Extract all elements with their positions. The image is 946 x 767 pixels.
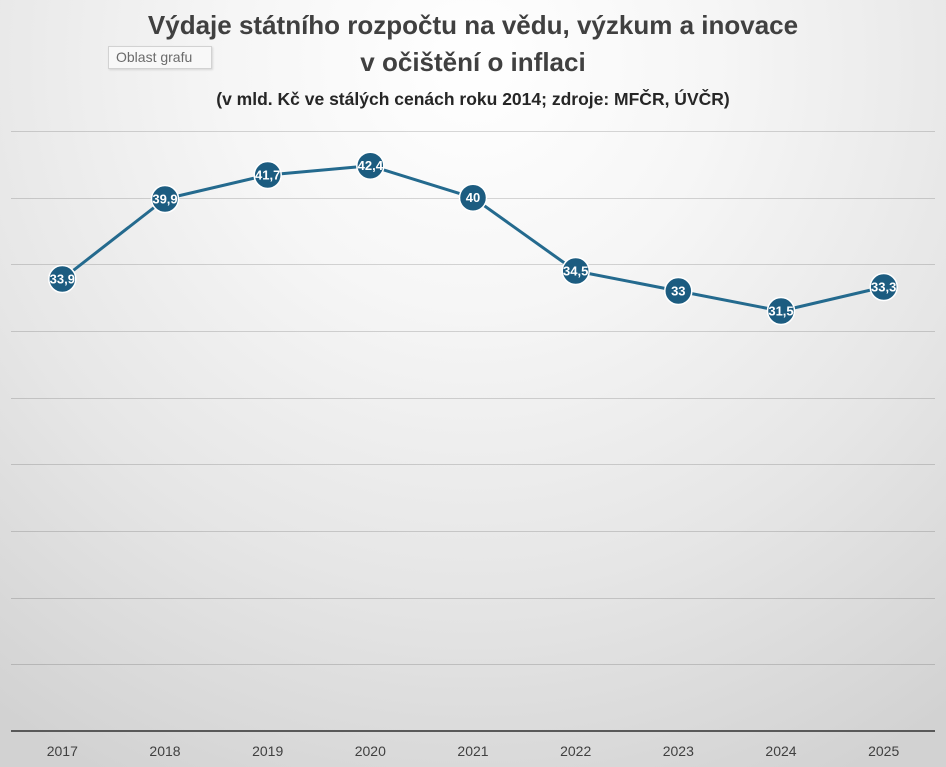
- data-marker-2023[interactable]: [664, 276, 693, 306]
- data-marker-2024[interactable]: [766, 296, 796, 326]
- x-tick-label-2022: 2022: [560, 743, 591, 759]
- data-point-2017[interactable]: 33,9: [48, 264, 77, 294]
- data-points: 33,9 39,9 41,7 42,4 40 34,5 33 31,5 33,3: [48, 151, 898, 326]
- data-label-2024: 31,5: [768, 304, 793, 319]
- data-point-2023[interactable]: 33: [664, 276, 693, 306]
- data-label-2019: 41,7: [255, 168, 280, 183]
- data-point-2020[interactable]: 42,4: [356, 151, 385, 180]
- chart-title: Výdaje státního rozpočtu na vědu, výzkum…: [147, 10, 799, 77]
- data-label-2017: 33,9: [50, 272, 75, 287]
- data-point-2021[interactable]: 40: [458, 183, 488, 212]
- x-tick-label-2020: 2020: [355, 743, 386, 759]
- data-point-2025[interactable]: 33,3: [869, 272, 898, 302]
- data-point-2022[interactable]: 34,5: [561, 256, 590, 286]
- data-label-2021: 40: [466, 190, 480, 205]
- x-tick-label-2018: 2018: [149, 743, 180, 759]
- data-marker-2017[interactable]: [48, 264, 77, 294]
- x-tick-label-2019: 2019: [252, 743, 283, 759]
- gridlines: [11, 131, 935, 665]
- data-point-2024[interactable]: 31,5: [766, 296, 796, 326]
- chart-subtitle: (v mld. Kč ve stálých cenách roku 2014; …: [216, 89, 730, 109]
- chart-area-tooltip: Oblast grafu: [108, 46, 212, 69]
- x-tick-label-2023: 2023: [663, 743, 694, 759]
- data-label-2022: 34,5: [563, 264, 588, 279]
- x-tick-label-2021: 2021: [457, 743, 488, 759]
- x-axis-tick-labels: 2017 2018 2019 2020 2021 2022 2023 2024 2025: [47, 743, 900, 759]
- data-point-2018[interactable]: 39,9: [150, 184, 180, 214]
- data-label-2025: 33,3: [871, 280, 896, 295]
- data-marker-2019[interactable]: [253, 160, 282, 190]
- data-marker-2018[interactable]: [150, 184, 180, 214]
- data-marker-2025[interactable]: [869, 272, 898, 302]
- data-point-2019[interactable]: 41,7: [253, 160, 282, 190]
- data-label-2023: 33: [671, 284, 685, 299]
- x-tick-label-2025: 2025: [868, 743, 899, 759]
- data-marker-2020[interactable]: [356, 151, 385, 180]
- data-label-2018: 39,9: [152, 192, 177, 207]
- data-marker-2021[interactable]: [458, 183, 488, 212]
- data-label-2020: 42,4: [358, 158, 384, 173]
- x-tick-label-2024: 2024: [765, 743, 796, 759]
- x-tick-label-2017: 2017: [47, 743, 78, 759]
- data-marker-2022[interactable]: [561, 256, 590, 286]
